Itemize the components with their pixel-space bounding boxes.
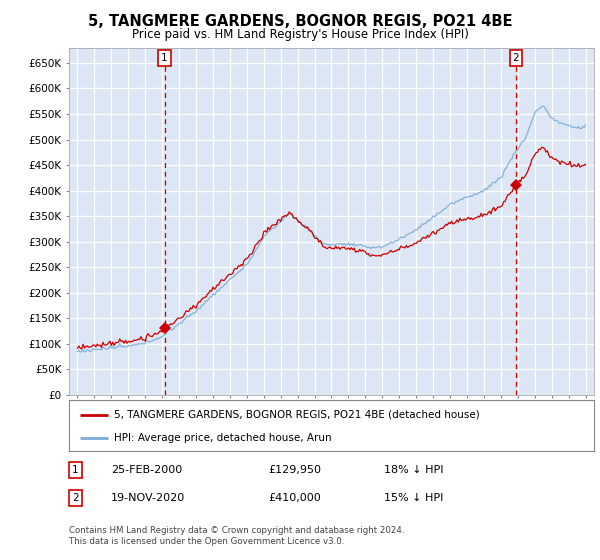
Text: 2: 2 xyxy=(72,493,79,503)
Text: HPI: Average price, detached house, Arun: HPI: Average price, detached house, Arun xyxy=(113,433,331,443)
Text: £410,000: £410,000 xyxy=(269,493,321,503)
Text: 1: 1 xyxy=(72,465,79,475)
Text: 2: 2 xyxy=(512,53,519,63)
Text: 5, TANGMERE GARDENS, BOGNOR REGIS, PO21 4BE (detached house): 5, TANGMERE GARDENS, BOGNOR REGIS, PO21 … xyxy=(113,409,479,419)
Text: 1: 1 xyxy=(161,53,168,63)
Text: 19-NOV-2020: 19-NOV-2020 xyxy=(111,493,185,503)
Text: £129,950: £129,950 xyxy=(269,465,322,475)
Text: Price paid vs. HM Land Registry's House Price Index (HPI): Price paid vs. HM Land Registry's House … xyxy=(131,28,469,41)
Text: Contains HM Land Registry data © Crown copyright and database right 2024.
This d: Contains HM Land Registry data © Crown c… xyxy=(69,526,404,546)
Text: 25-FEB-2000: 25-FEB-2000 xyxy=(111,465,182,475)
Text: 15% ↓ HPI: 15% ↓ HPI xyxy=(384,493,443,503)
Text: 18% ↓ HPI: 18% ↓ HPI xyxy=(384,465,443,475)
Text: 5, TANGMERE GARDENS, BOGNOR REGIS, PO21 4BE: 5, TANGMERE GARDENS, BOGNOR REGIS, PO21 … xyxy=(88,14,512,29)
